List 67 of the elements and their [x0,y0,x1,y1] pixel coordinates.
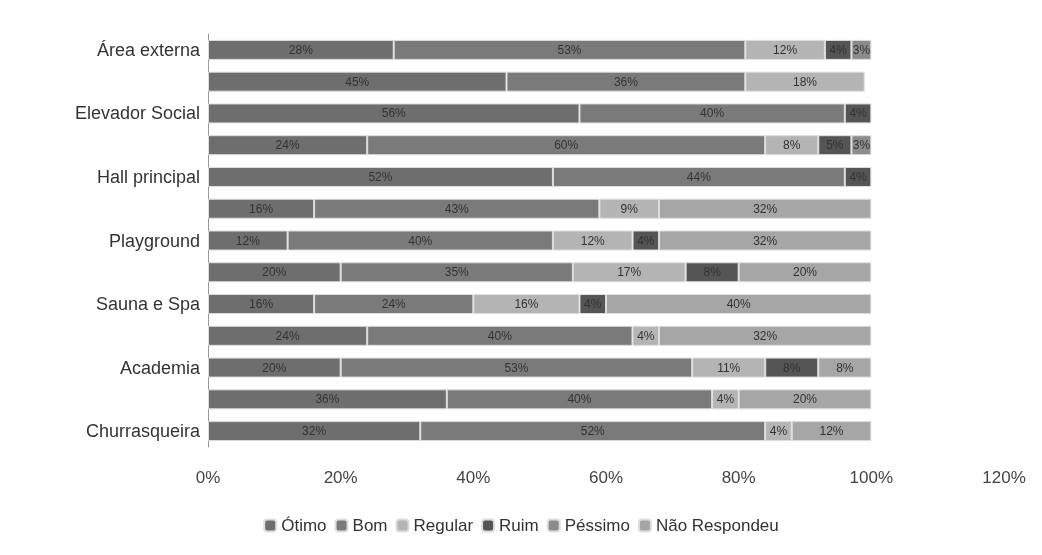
x-tick-label: 20% [323,468,358,487]
data-label: 4% [769,424,788,439]
data-label: 32% [753,233,778,248]
x-tick-label: 0% [195,468,221,487]
legend-label: Ótimo [281,516,327,535]
legend-label: Ruim [499,516,539,535]
data-label: 32% [753,328,778,343]
data-label: 9% [620,201,639,216]
legend-label: Péssimo [564,516,630,535]
y-tick-label: Elevador Social [74,103,200,124]
x-tick-label: 80% [721,468,756,487]
data-label: 40% [408,233,433,248]
data-label: 3% [852,42,871,57]
x-tick-label: 40% [456,468,491,487]
data-label: 3% [852,138,871,153]
data-label: 20% [262,360,287,375]
data-label: 40% [700,106,725,121]
data-label: 16% [514,297,539,312]
data-label: 20% [262,265,287,280]
data-label: 11% [717,360,741,375]
data-label: 8% [783,138,801,153]
data-label: 20% [792,392,818,407]
data-label: 20% [792,265,818,280]
legend-label: Bom [352,516,388,535]
data-label: 4% [637,328,655,343]
data-label: 18% [792,74,818,89]
data-label: 16% [249,201,274,216]
data-label: 40% [487,328,513,343]
data-label: 40% [567,392,592,407]
data-label: 32% [753,201,778,216]
data-label: 12% [773,42,798,57]
data-label: 36% [613,74,639,89]
data-label: 36% [315,392,340,407]
y-tick-label: Área externa [96,39,201,60]
y-tick-label: Churrasqueira [85,421,201,442]
data-label: 12% [819,424,844,439]
data-label: 35% [444,265,470,280]
y-tick-label: Playground [108,230,200,251]
data-label: 52% [368,169,393,184]
data-label: 44% [686,169,712,184]
legend-label: Não Respondeu [655,516,779,535]
data-label: 52% [580,424,606,439]
data-label: 60% [554,138,579,153]
y-tick-label: Hall principal [96,166,200,187]
data-label: 24% [275,138,300,153]
data-label: 8% [836,360,854,375]
data-label: 43% [444,201,470,216]
data-label: 32% [302,424,327,439]
data-label: 56% [381,106,407,121]
data-label: 45% [345,74,370,89]
data-label: 17% [617,265,642,280]
x-tick-label: 120% [982,468,1026,487]
data-label: 24% [381,297,407,312]
data-label: 40% [726,297,751,312]
data-label: 28% [288,42,314,57]
data-label: 12% [235,233,261,248]
x-tick-label: 100% [849,468,894,487]
y-tick-label: Academia [119,357,201,378]
data-label: 53% [557,42,582,57]
y-tick-label: Sauna e Spa [95,294,201,315]
data-label: 24% [275,328,300,343]
data-label: 16% [249,297,274,312]
data-label: 53% [504,360,529,375]
data-label: 4% [716,392,735,407]
legend-label: Regular [413,516,474,535]
data-label: 12% [580,233,606,248]
x-tick-label: 60% [588,468,624,487]
